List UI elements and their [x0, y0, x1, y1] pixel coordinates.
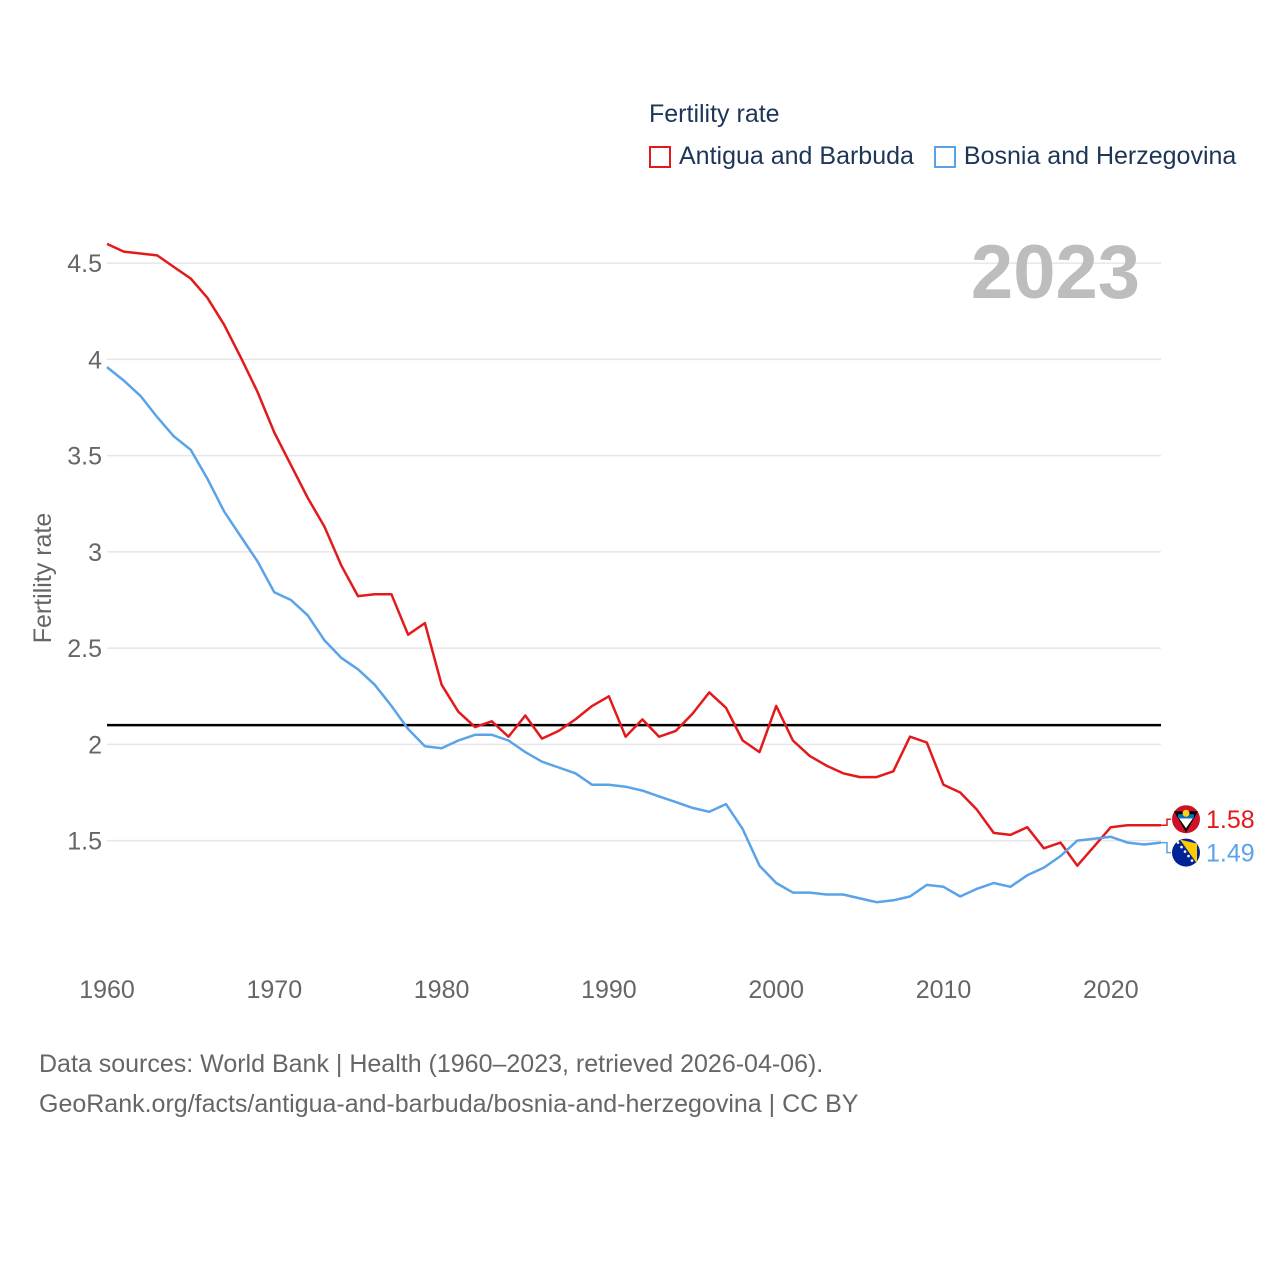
series-line-1[interactable] [106, 366, 1162, 904]
legend: Antigua and Barbuda Bosnia and Herzegovi… [649, 142, 1256, 171]
legend-item-bosnia[interactable]: Bosnia and Herzegovina [933, 142, 1237, 171]
footer-link[interactable]: GeoRank.org/facts/antigua-and-barbuda/bo… [39, 1090, 859, 1118]
y-tick-label: 3 [88, 539, 102, 567]
x-tick-label: 2000 [748, 976, 804, 1004]
y-tick-label: 3.5 [67, 443, 102, 471]
end-connector [1161, 841, 1171, 854]
legend-label-bosnia: Bosnia and Herzegovina [963, 142, 1237, 170]
bosnia-and-herzegovina-flag-icon [1172, 838, 1200, 867]
x-tick-label: 1980 [414, 976, 470, 1004]
year-label: 2023 [971, 230, 1140, 315]
y-tick-label: 4 [88, 346, 102, 374]
end-value-label: 1.49 [1206, 840, 1255, 868]
series-line-0[interactable] [106, 242, 1161, 867]
end-markers: 1.58 1.49 [1161, 805, 1255, 868]
x-tick-label: 2010 [916, 976, 972, 1004]
y-axis-label: Fertility rate [29, 513, 57, 644]
x-tick-label: 1970 [246, 976, 302, 1004]
antigua-and-barbuda-flag-icon [1172, 805, 1200, 834]
y-tick-label: 4.5 [67, 250, 102, 278]
footer: Data sources: World Bank | Health (1960–… [39, 1044, 858, 1124]
legend-swatch-bosnia [933, 145, 956, 168]
x-tick-label: 1960 [79, 976, 135, 1004]
end-connector [1161, 818, 1171, 826]
gridlines [107, 262, 1161, 842]
x-tick-label: 1990 [581, 976, 637, 1004]
y-tick-label: 2 [88, 731, 102, 759]
legend-label-antigua: Antigua and Barbuda [679, 142, 914, 170]
legend-swatch-antigua [649, 145, 671, 168]
y-tick-label: 2.5 [67, 635, 102, 663]
legend-title: Fertility rate [649, 100, 780, 128]
end-value-label: 1.58 [1206, 806, 1255, 834]
y-tick-label: 1.5 [67, 828, 102, 856]
footer-sources: Data sources: World Bank | Health (1960–… [39, 1050, 824, 1078]
series-lines [106, 242, 1162, 904]
fertility-chart: 1.5 2 2.5 3 3.5 4 4.5 1960 1970 1980 1990 2000 2010… [29, 230, 1255, 1004]
x-axis-ticks: 1960 1970 1980 1990 2000 2010 2020 [79, 976, 1138, 1004]
x-tick-label: 2020 [1083, 976, 1139, 1004]
legend-item-antigua[interactable]: Antigua and Barbuda [649, 142, 914, 171]
y-axis-ticks: 1.5 2 2.5 3 3.5 4 4.5 [67, 250, 102, 856]
